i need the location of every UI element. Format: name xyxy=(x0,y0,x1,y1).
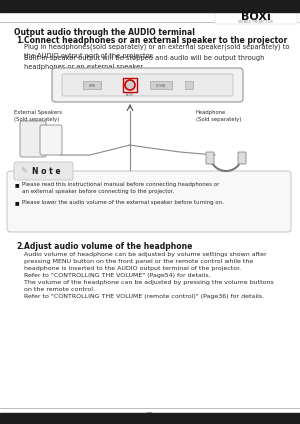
Text: Built-in speaker output will be stopped and audio will be output through
headpho: Built-in speaker output will be stopped … xyxy=(24,55,264,70)
Bar xyxy=(0,413,300,424)
Text: Please read this instructional manual before connecting headphones or
an externa: Please read this instructional manual be… xyxy=(22,182,219,194)
Text: Headphone
(Sold separately): Headphone (Sold separately) xyxy=(196,110,242,122)
Text: ■: ■ xyxy=(15,182,20,187)
FancyBboxPatch shape xyxy=(7,171,291,232)
Bar xyxy=(215,12,297,24)
Text: ■: ■ xyxy=(15,200,20,205)
Text: MOBILE PROJECTOR: MOBILE PROJECTOR xyxy=(238,20,274,24)
Bar xyxy=(215,12,297,24)
Text: 2.: 2. xyxy=(16,242,24,251)
Bar xyxy=(185,81,193,89)
Bar xyxy=(0,0,300,12)
Text: Please lower the audio volume of the external speaker before turning on.: Please lower the audio volume of the ext… xyxy=(22,200,224,205)
Text: Plug in headphones(sold separately) or an external speaker(sold separately) to
t: Plug in headphones(sold separately) or a… xyxy=(24,44,290,59)
FancyBboxPatch shape xyxy=(20,121,46,157)
Text: Connect headphones or an external speaker to the projector: Connect headphones or an external speake… xyxy=(24,36,287,45)
Text: BACK: BACK xyxy=(136,68,160,77)
FancyBboxPatch shape xyxy=(52,68,243,102)
Bar xyxy=(83,81,101,89)
FancyBboxPatch shape xyxy=(40,125,62,155)
FancyBboxPatch shape xyxy=(238,152,246,164)
Text: Adjust audio volume of the headphone: Adjust audio volume of the headphone xyxy=(24,242,192,251)
Bar xyxy=(123,78,137,92)
Text: BOXi: BOXi xyxy=(241,12,271,22)
Text: 1.: 1. xyxy=(16,36,24,45)
FancyBboxPatch shape xyxy=(62,74,233,96)
Text: Audio volume of headphone can be adjusted by volume settings shown after
pressin: Audio volume of headphone can be adjuste… xyxy=(24,252,274,299)
FancyBboxPatch shape xyxy=(206,152,214,164)
Text: DC/USB: DC/USB xyxy=(156,84,166,88)
FancyBboxPatch shape xyxy=(14,162,73,180)
Bar xyxy=(150,81,172,89)
Text: Output audio through the AUDIO terminal: Output audio through the AUDIO terminal xyxy=(14,28,195,37)
Circle shape xyxy=(125,80,135,90)
Text: 29: 29 xyxy=(146,412,154,417)
Text: HDMI: HDMI xyxy=(88,84,96,88)
Text: N o t e: N o t e xyxy=(32,167,61,176)
Text: ✎: ✎ xyxy=(20,167,27,176)
Text: AUDIO: AUDIO xyxy=(126,93,134,97)
Text: External Speakers
(Sold separately): External Speakers (Sold separately) xyxy=(14,110,62,122)
